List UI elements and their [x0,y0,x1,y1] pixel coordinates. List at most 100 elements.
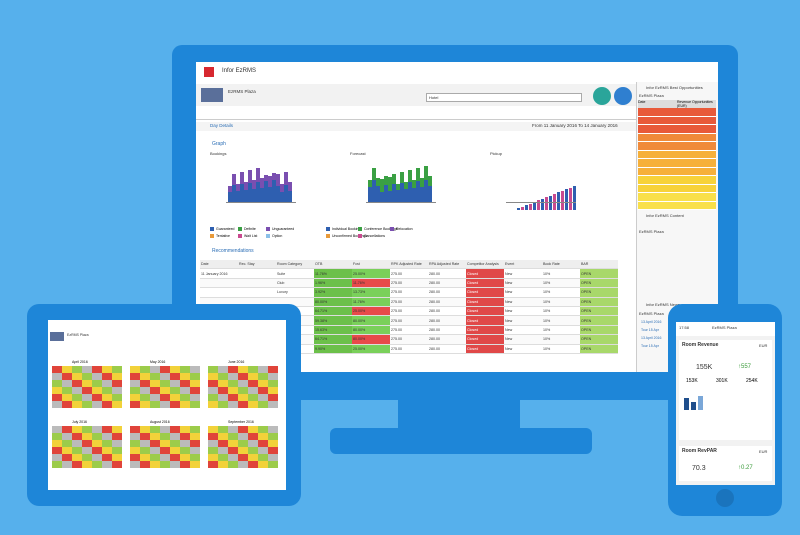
chart-bar [248,170,252,183]
calendar-cell [72,380,82,387]
calendar-cell [268,387,278,394]
calendar-cell [52,380,62,387]
chart-bar [404,182,408,189]
bar [684,398,689,410]
chart-bar [420,178,424,187]
chart-bar [240,184,244,202]
calendar-cell [190,387,200,394]
table-cell: 11.76% [352,297,390,307]
calendar-cell [102,426,112,433]
calendar-cell [208,461,218,468]
icon-globe[interactable] [614,87,632,105]
calendar-cell [218,447,228,454]
news-list: 13 April 2016 Tour 15 Apr 13 April 2016 Tou… [641,320,715,352]
news-item[interactable]: 13 April 2016 [641,320,662,324]
calendar-cell [248,447,258,454]
calendar-cell [82,401,92,408]
news-item[interactable]: 13 April 2016 [641,336,662,340]
table-row: 11 January 2016 Suite 11.76% 25.00% 275.00 28… [200,268,618,279]
news-item[interactable]: Tour 15 Apr [641,328,659,332]
table-cell: OPEN [580,287,618,298]
chart-bar [396,184,400,190]
calendar-cell [52,426,62,433]
calendar-cell [170,380,180,387]
property-name: EzRMS Plaza [228,89,256,94]
card-title: Room RevPAR [682,448,717,454]
search-text: Hotel [429,95,439,100]
calendar-cell [248,433,258,440]
calendar-cell [248,366,258,373]
calendar-cell [228,433,238,440]
table-cell: Closed [466,344,504,354]
table-cell: 280.00 [428,344,466,354]
calendar-cell [52,454,62,461]
table-row: Club 1.96% 11.76% 275.00 280.00 Closed New 10% O… [200,278,618,289]
calendar-cell [72,387,82,394]
table-cell: New [504,315,542,326]
calendar-cell [72,454,82,461]
calendar-cell [92,433,102,440]
table-cell: New [504,334,542,345]
calendar-cell [62,373,72,380]
chart-bar [408,182,412,202]
calendar-cell [190,373,200,380]
news-item[interactable]: Tour 15 Apr [641,344,659,348]
opportunity-row [638,150,716,159]
chart-bar [384,185,388,202]
chart-bar [408,170,412,182]
column-header: RPA Adjusted Rate [428,260,466,270]
calendar-cell [190,426,200,433]
chart-bar [424,166,428,180]
chart-bar [561,190,564,210]
opportunity-row [638,184,716,193]
calendar-cell [218,387,228,394]
calendar-cell [218,366,228,373]
calendar-cell [268,394,278,401]
table-cell: 10% [542,334,580,345]
calendar-cell [248,440,258,447]
opportunity-row [638,201,716,210]
search-box[interactable]: Hotel [426,93,582,102]
calendar-cell [150,433,160,440]
calendar-cell [228,461,238,468]
table-cell: 275.00 [390,287,428,298]
calendar-cell [62,440,72,447]
calendar-cell [82,387,92,394]
recommendations-heading: Recommendations [212,248,254,254]
calendar-cell [112,447,122,454]
calendar-cell [160,373,170,380]
calendar-cell [72,433,82,440]
month-title: September 2016 [228,420,254,424]
home-button[interactable] [716,489,734,507]
calendar-cell [170,433,180,440]
table-cell: 80.00% [352,325,390,336]
card-value: 70.3 [692,465,706,472]
calendar-cell [140,454,150,461]
chart-bar [272,173,276,180]
table-cell: 1.96% [314,278,352,289]
calendar-cell [268,401,278,408]
legend-label: Conference Bookings [364,227,398,231]
chart-bar [428,186,432,202]
calendar-cell [268,433,278,440]
icon-hotel[interactable] [593,87,611,105]
calendar-cell [268,440,278,447]
header-row: Date Rec. Stay Room Category OTB Fcst RPK Adj… [200,260,618,270]
chart-bar [372,168,376,180]
calendar-cell [190,440,200,447]
calendar-cell [140,373,150,380]
calendar-cell [208,454,218,461]
table-cell: 59.38% [314,315,352,326]
delta-text: 557 [741,364,752,370]
calendar-cell [258,454,268,461]
calendar-cell [72,401,82,408]
chart-bar [244,190,248,202]
calendar-cell [150,366,160,373]
calendar-cell [258,373,268,380]
chart-bar [244,182,248,190]
calendar-cell [112,461,122,468]
calendar-cell [228,394,238,401]
chart-bar [412,180,416,188]
table-cell: 25.00% [352,344,390,354]
